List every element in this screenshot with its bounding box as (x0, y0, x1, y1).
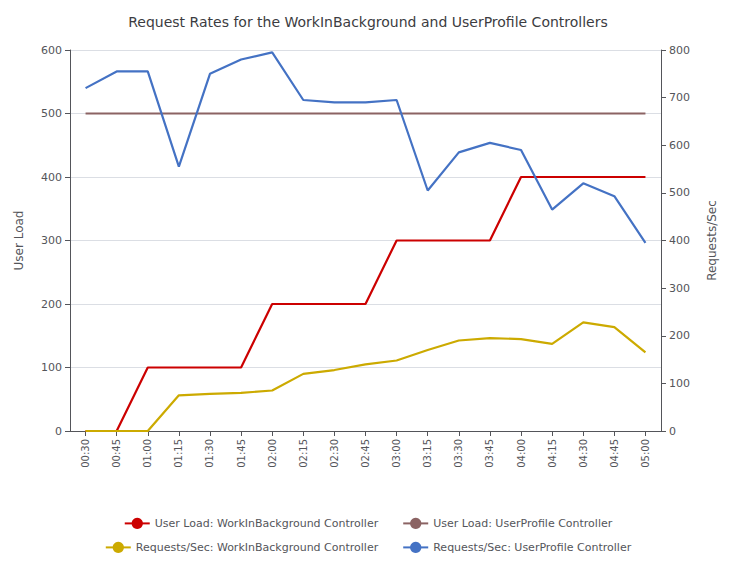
svg-text:04:45: 04:45 (609, 439, 620, 468)
svg-text:400: 400 (669, 234, 690, 247)
svg-text:300: 300 (41, 234, 62, 247)
svg-text:600: 600 (41, 44, 62, 57)
svg-text:0: 0 (669, 425, 676, 438)
svg-text:01:00: 01:00 (142, 439, 153, 468)
svg-text:03:00: 03:00 (391, 439, 402, 468)
svg-text:05:00: 05:00 (640, 439, 651, 468)
svg-text:02:15: 02:15 (298, 439, 309, 468)
svg-text:Requests/Sec: WorkInBackground: Requests/Sec: WorkInBackground Controlle… (136, 541, 379, 554)
svg-text:02:00: 02:00 (267, 439, 278, 468)
svg-text:800: 800 (669, 44, 690, 57)
svg-text:01:15: 01:15 (173, 439, 184, 468)
svg-text:01:45: 01:45 (236, 439, 247, 468)
svg-text:User Load: UserProfile Control: User Load: UserProfile Controller (433, 517, 613, 530)
svg-text:User Load: WorkInBackground Co: User Load: WorkInBackground Controller (155, 517, 379, 530)
svg-text:Requests/Sec: Requests/Sec (705, 200, 719, 281)
svg-text:400: 400 (41, 171, 62, 184)
svg-text:500: 500 (669, 186, 690, 199)
svg-text:03:45: 03:45 (484, 439, 495, 468)
svg-text:0: 0 (55, 425, 62, 438)
svg-text:02:45: 02:45 (360, 439, 371, 468)
svg-text:02:30: 02:30 (329, 439, 340, 468)
svg-text:00:30: 00:30 (80, 439, 91, 468)
svg-text:200: 200 (41, 298, 62, 311)
svg-text:100: 100 (41, 361, 62, 374)
svg-text:04:30: 04:30 (578, 439, 589, 468)
svg-text:100: 100 (669, 377, 690, 390)
svg-text:300: 300 (669, 282, 690, 295)
svg-text:03:30: 03:30 (453, 439, 464, 468)
svg-text:500: 500 (41, 107, 62, 120)
svg-text:700: 700 (669, 91, 690, 104)
svg-text:User Load: User Load (12, 211, 26, 271)
svg-text:04:00: 04:00 (516, 439, 527, 468)
svg-text:Request Rates for the WorkInBa: Request Rates for the WorkInBackground a… (128, 14, 608, 30)
svg-text:03:15: 03:15 (422, 439, 433, 468)
svg-text:200: 200 (669, 329, 690, 342)
svg-text:00:45: 00:45 (111, 439, 122, 468)
svg-text:600: 600 (669, 139, 690, 152)
svg-text:01:30: 01:30 (204, 439, 215, 468)
svg-text:04:15: 04:15 (547, 439, 558, 468)
svg-text:Requests/Sec: UserProfile Cont: Requests/Sec: UserProfile Controller (433, 541, 631, 554)
